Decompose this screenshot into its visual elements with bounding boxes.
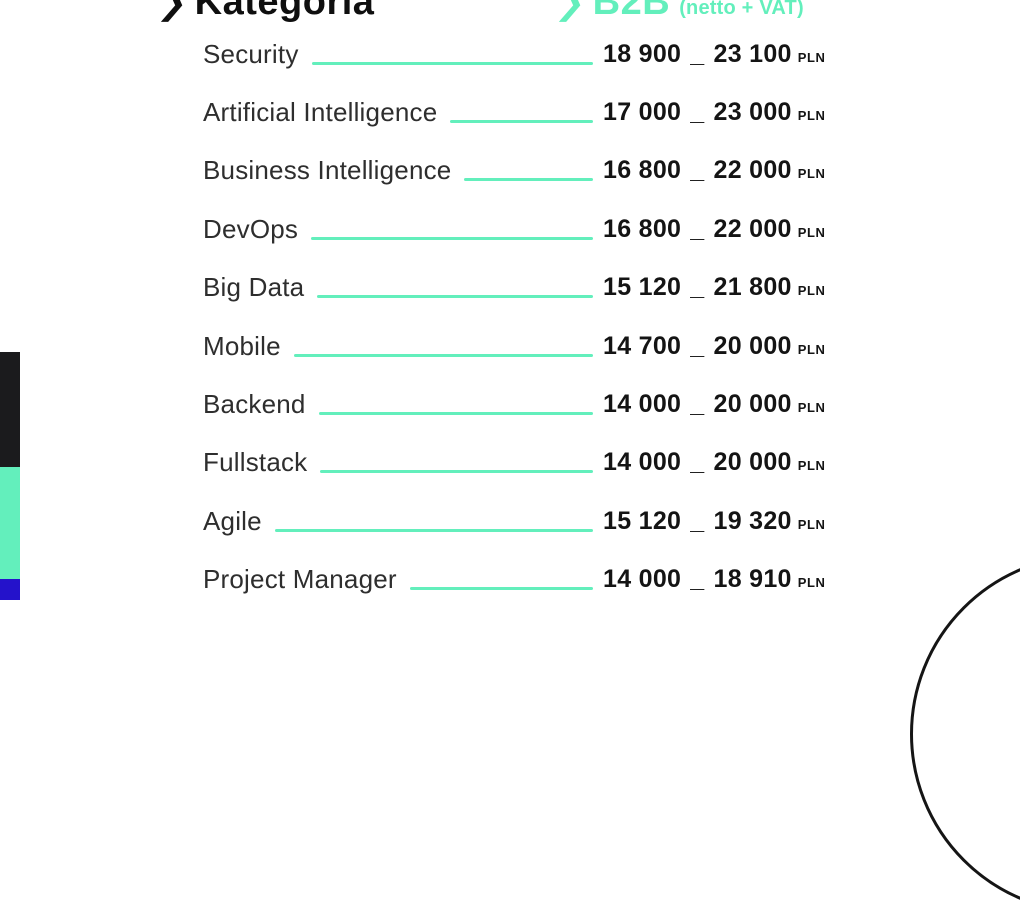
range-separator: _: [690, 331, 705, 360]
connector-line: [311, 236, 593, 240]
salary-max: 19 320: [713, 506, 792, 535]
category-label: Agile: [203, 505, 262, 536]
salary-range: 16 800 _ 22 000 PLN: [603, 215, 1020, 244]
salary-min: 17 000: [603, 98, 682, 127]
category-label: Security: [203, 38, 299, 69]
salary-min: 15 120: [603, 273, 682, 302]
range-separator: _: [690, 390, 705, 419]
b2b-column-header: ❯ B2B (netto + VAT): [554, 0, 804, 23]
salary-max: 22 000: [713, 214, 792, 243]
currency-label: PLN: [797, 224, 826, 240]
category-label: Fullstack: [203, 447, 308, 478]
salary-row: Security 18 900 _ 23 100 PLN: [0, 25, 1020, 83]
salary-row: Project Manager 14 000 _ 18 910 PLN: [0, 551, 1020, 609]
currency-label: PLN: [797, 516, 826, 532]
category-label: Business Intelligence: [203, 155, 452, 186]
salary-min: 14 000: [603, 448, 682, 477]
connector-line: [464, 178, 593, 182]
category-label: DevOps: [203, 213, 299, 244]
salary-row: Business Intelligence 16 800 _ 22 000 PL…: [0, 142, 1020, 200]
salary-max: 21 800: [713, 273, 792, 302]
range-separator: _: [690, 156, 705, 185]
salary-range: 16 800 _ 22 000 PLN: [603, 156, 1020, 185]
salary-range: 14 000 _ 20 000 PLN: [603, 448, 1020, 477]
connector-line: [274, 528, 593, 532]
salary-row: Backend 14 000 _ 20 000 PLN: [0, 375, 1020, 433]
currency-label: PLN: [797, 458, 826, 474]
connector-line: [318, 412, 593, 416]
connector-line: [450, 120, 593, 124]
chevron-right-icon: ❯: [155, 0, 192, 22]
header: ❯ Kategoria ❯ B2B (netto + VAT): [0, 0, 1020, 45]
salary-max: 20 000: [713, 390, 792, 419]
category-label: Mobile: [203, 330, 281, 361]
range-separator: _: [690, 506, 705, 535]
salary-max: 23 000: [713, 98, 792, 127]
salary-min: 16 800: [603, 214, 682, 243]
currency-label: PLN: [797, 341, 826, 357]
salary-range: 14 700 _ 20 000 PLN: [603, 332, 1020, 361]
currency-label: PLN: [797, 108, 826, 124]
range-separator: _: [690, 565, 705, 594]
salary-range: 15 120 _ 19 320 PLN: [603, 507, 1020, 536]
salary-range: 14 000 _ 20 000 PLN: [603, 390, 1020, 419]
salary-min: 18 900: [603, 39, 682, 68]
salary-range: 17 000 _ 23 000 PLN: [603, 98, 1020, 127]
b2b-column-subtitle: (netto + VAT): [679, 0, 804, 19]
chevron-right-icon: ❯: [553, 0, 590, 22]
currency-label: PLN: [797, 166, 826, 182]
salary-range: 18 900 _ 23 100 PLN: [603, 40, 1020, 69]
salary-row: DevOps 16 800 _ 22 000 PLN: [0, 200, 1020, 258]
salary-row: Agile 15 120 _ 19 320 PLN: [0, 492, 1020, 550]
category-label: Artificial Intelligence: [203, 97, 438, 128]
currency-label: PLN: [797, 575, 826, 591]
range-separator: _: [690, 273, 705, 302]
edge-bar-blue: [0, 579, 20, 600]
connector-line: [409, 587, 593, 591]
salary-row: Fullstack 14 000 _ 20 000 PLN: [0, 434, 1020, 492]
range-separator: _: [690, 448, 705, 477]
category-column-header: ❯ Kategoria: [156, 0, 375, 23]
b2b-column-title: B2B: [592, 0, 671, 23]
salary-min: 16 800: [603, 156, 682, 185]
salary-min: 14 700: [603, 331, 682, 360]
salary-max: 20 000: [713, 331, 792, 360]
salary-row: Mobile 14 700 _ 20 000 PLN: [0, 317, 1020, 375]
edge-bar-black: [0, 352, 20, 467]
salary-min: 14 000: [603, 565, 682, 594]
category-label: Backend: [203, 389, 306, 420]
currency-label: PLN: [797, 400, 826, 416]
connector-line: [320, 470, 593, 474]
connector-line: [311, 61, 593, 65]
category-column-title: Kategoria: [194, 0, 375, 23]
connector-line: [317, 295, 593, 299]
salary-range: 15 120 _ 21 800 PLN: [603, 273, 1020, 302]
range-separator: _: [690, 39, 705, 68]
salary-rows: Security 18 900 _ 23 100 PLN Artificial …: [0, 25, 1020, 609]
salary-max: 22 000: [713, 156, 792, 185]
category-label: Project Manager: [203, 564, 397, 595]
salary-range: 14 000 _ 18 910 PLN: [603, 565, 1020, 594]
salary-max: 20 000: [713, 448, 792, 477]
edge-bar-mint: [0, 467, 20, 579]
connector-line: [293, 353, 593, 357]
currency-label: PLN: [797, 49, 826, 65]
salary-max: 23 100: [713, 39, 792, 68]
salary-min: 15 120: [603, 506, 682, 535]
salary-row: Big Data 15 120 _ 21 800 PLN: [0, 259, 1020, 317]
salary-min: 14 000: [603, 390, 682, 419]
range-separator: _: [690, 214, 705, 243]
category-label: Big Data: [203, 272, 305, 303]
currency-label: PLN: [797, 283, 826, 299]
salary-row: Artificial Intelligence 17 000 _ 23 000 …: [0, 83, 1020, 141]
salary-max: 18 910: [713, 565, 792, 594]
range-separator: _: [690, 98, 705, 127]
